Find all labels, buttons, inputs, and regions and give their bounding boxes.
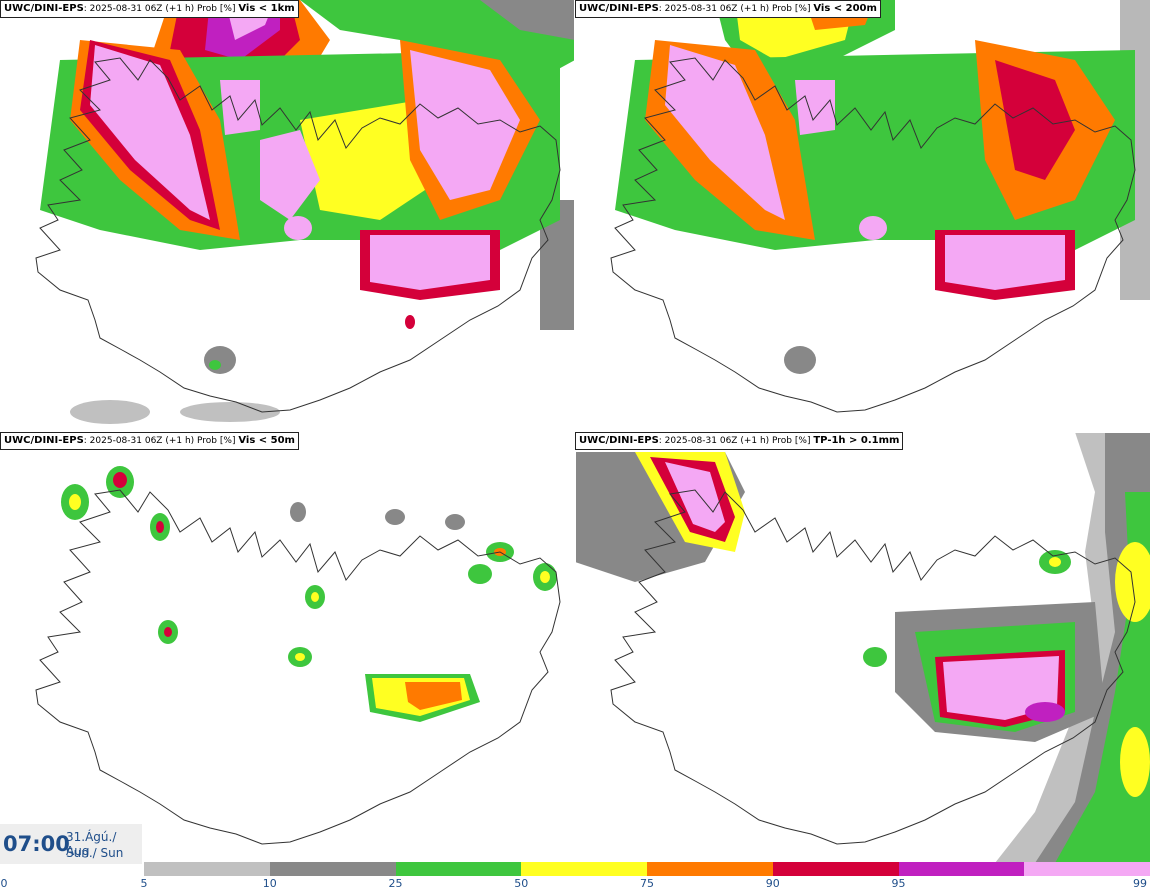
- panel-title: UWC/DINI-EPS: 2025-08-31 06Z (+1 h) Prob…: [575, 432, 904, 450]
- valid-time: 07:00: [3, 832, 70, 856]
- panel-divider: [0, 430, 1150, 433]
- map-panel-vis-200m: UWC/DINI-EPS: 2025-08-31 06Z (+1 h) Prob…: [575, 0, 1150, 431]
- panel-title: UWC/DINI-EPS: 2025-08-31 06Z (+1 h) Prob…: [575, 0, 881, 18]
- legend-tick-label: 0: [0, 877, 8, 890]
- timestamp-box: 07:00 31.Ágú./ Aug Sun./ Sun: [0, 824, 142, 864]
- legend-swatch: [772, 862, 899, 876]
- title-parameter: TP-1h > 0.1mm: [813, 435, 900, 446]
- legend-swatch: [521, 862, 647, 876]
- legend-tick-label: 99: [1133, 877, 1147, 890]
- probability-map: [35, 466, 561, 845]
- probability-map: [610, 0, 1150, 413]
- title-source: UWC/DINI-EPS: [579, 3, 659, 14]
- title-source: UWC/DINI-EPS: [579, 435, 659, 446]
- legend-tick-label: 25: [388, 877, 403, 890]
- legend-swatch: [1024, 862, 1150, 876]
- legend-swatch: [269, 862, 396, 876]
- legend-swatch: [898, 862, 1025, 876]
- probability-map: [575, 432, 1150, 863]
- panel-title: UWC/DINI-EPS: 2025-08-31 06Z (+1 h) Prob…: [0, 0, 299, 18]
- color-legend: [144, 862, 1150, 876]
- title-parameter: Vis < 1km: [238, 3, 295, 14]
- legend-tick-label: 10: [262, 877, 277, 890]
- legend-swatch: [144, 862, 270, 876]
- valid-weekday: Sun./ Sun: [66, 846, 124, 860]
- title-run: 2025-08-31 06Z (+1 h) Prob [%]: [89, 436, 236, 446]
- probability-map: [35, 0, 575, 424]
- title-run: 2025-08-31 06Z (+1 h) Prob [%]: [664, 4, 811, 14]
- legend-swatch: [647, 862, 773, 876]
- legend-tick-label: 95: [891, 877, 906, 890]
- title-parameter: Vis < 50m: [238, 435, 295, 446]
- title-source: UWC/DINI-EPS: [4, 435, 84, 446]
- legend-tick-label: 75: [640, 877, 654, 890]
- legend-ticks: 0 5 10 25 50 75 90 95 99: [0, 877, 1150, 891]
- panel-title: UWC/DINI-EPS: 2025-08-31 06Z (+1 h) Prob…: [0, 432, 299, 450]
- title-run: 2025-08-31 06Z (+1 h) Prob [%]: [89, 4, 236, 14]
- title-source: UWC/DINI-EPS: [4, 3, 84, 14]
- title-parameter: Vis < 200m: [813, 3, 877, 14]
- legend-tick-label: 5: [140, 877, 148, 890]
- title-run: 2025-08-31 06Z (+1 h) Prob [%]: [664, 436, 811, 446]
- map-panel-vis-1km: UWC/DINI-EPS: 2025-08-31 06Z (+1 h) Prob…: [0, 0, 575, 431]
- legend-tick-label: 50: [514, 877, 529, 890]
- map-panel-precip: UWC/DINI-EPS: 2025-08-31 06Z (+1 h) Prob…: [575, 432, 1150, 863]
- legend-swatch: [395, 862, 522, 876]
- map-panel-vis-50m: UWC/DINI-EPS: 2025-08-31 06Z (+1 h) Prob…: [0, 432, 575, 863]
- legend-tick-label: 90: [765, 877, 780, 890]
- valid-date: 31.Ágú./ Aug: [66, 830, 117, 858]
